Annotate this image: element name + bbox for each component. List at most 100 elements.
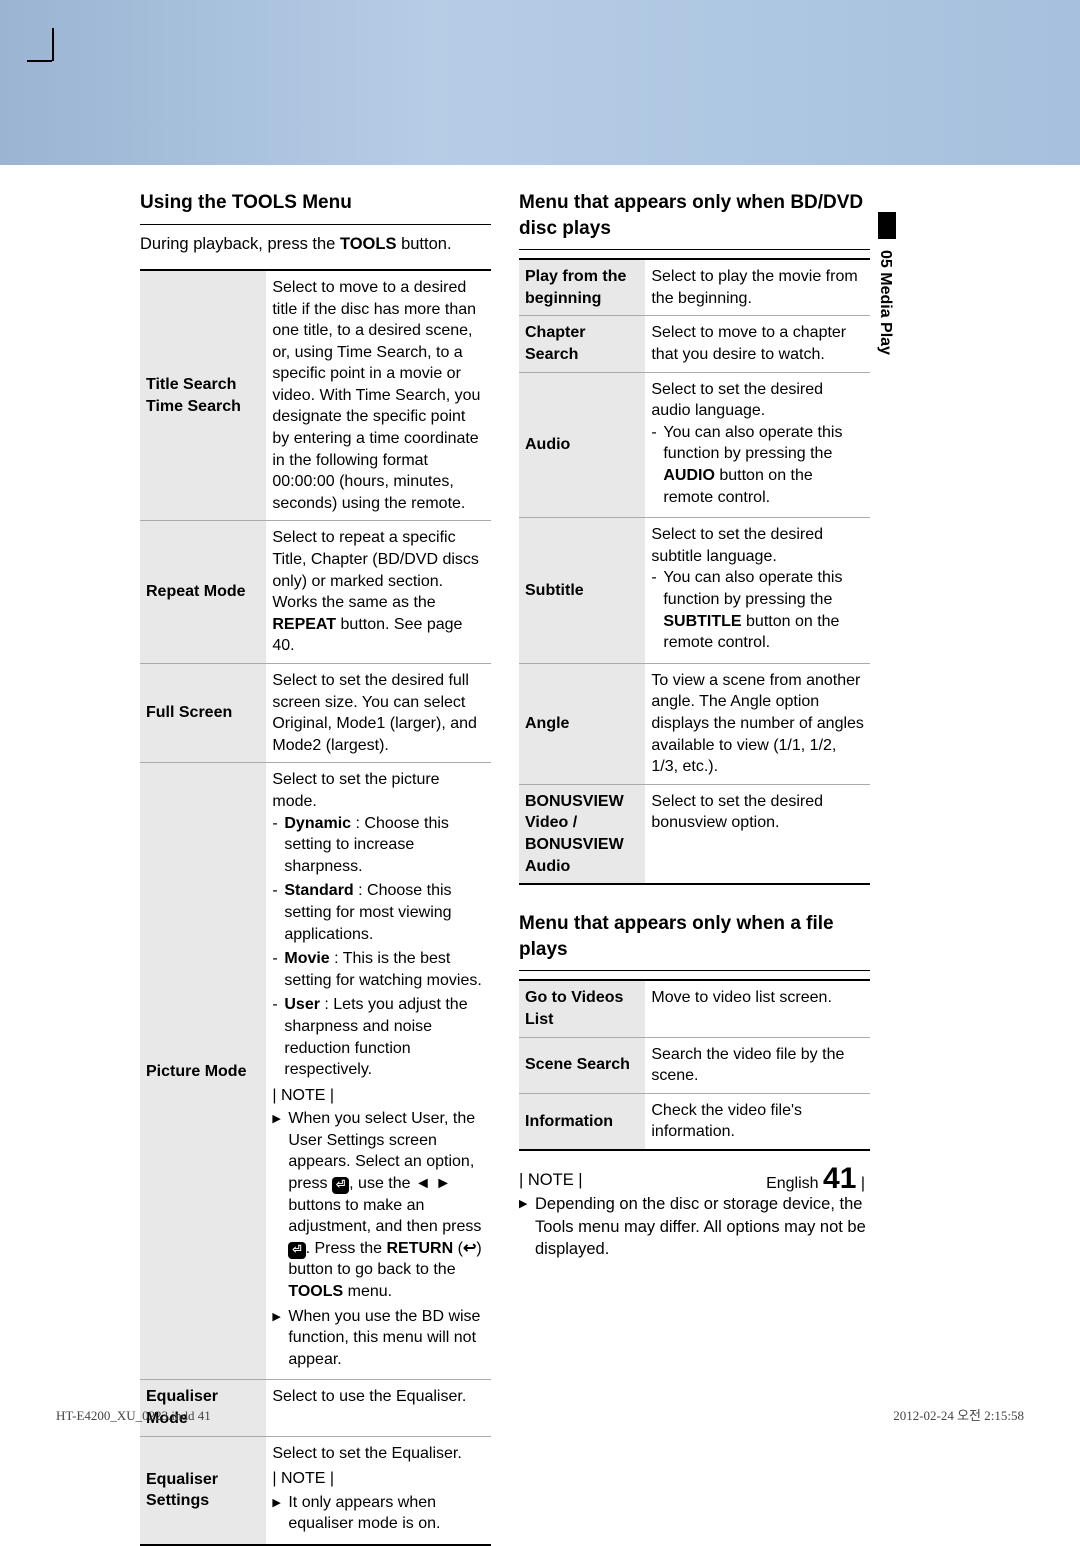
table-row: Go to Videos List Move to video list scr… [519, 980, 870, 1037]
desc-top: Select to set the desired subtitle langu… [651, 524, 864, 567]
footer-page-number: 41 [823, 1162, 856, 1195]
table-row: Full Screen Select to set the desired fu… [140, 664, 491, 763]
row-desc: Check the video file's information. [645, 1093, 870, 1150]
intro-bold: TOOLS [340, 235, 397, 253]
table-row: Chapter Search Select to move to a chapt… [519, 316, 870, 372]
row-desc: Select to move to a desired title if the… [266, 270, 491, 521]
b: Movie [284, 950, 329, 967]
enter-icon: ⏎ [288, 1242, 305, 1259]
table-row: Picture Mode Select to set the picture m… [140, 763, 491, 1380]
t: You can also operate this function by pr… [663, 569, 842, 608]
t: AUDIO [663, 467, 715, 484]
row-label: Full Screen [140, 664, 266, 763]
desc-top: Select to set the picture mode. [272, 769, 485, 812]
desc-top: Select to set the Equaliser. [272, 1443, 485, 1465]
row-desc: Select to move to a chapter that you des… [645, 316, 870, 372]
b: Dynamic [284, 815, 351, 832]
footer-bar: | [861, 1175, 865, 1192]
intro-suffix: button. [396, 235, 451, 253]
table-row: Title Search Time Search Select to move … [140, 270, 491, 521]
table-row: Play from the beginning Select to play t… [519, 259, 870, 316]
section-side-label: 05 Media Play [874, 250, 896, 355]
row-desc: Select to set the desired bonusview opti… [645, 784, 870, 884]
table-row: BONUSVIEW Video / BONUSVIEW Audio Select… [519, 784, 870, 884]
row-label: Angle [519, 663, 645, 784]
page-content: Using the TOOLS Menu During playback, pr… [140, 190, 870, 1546]
t: SUBTITLE [663, 613, 741, 630]
return-icon: ↩ [463, 1240, 476, 1257]
b: Standard [284, 882, 353, 899]
row-label: Information [519, 1093, 645, 1150]
side-black-tab [878, 212, 896, 239]
row-label: Scene Search [519, 1037, 645, 1093]
t: TOOLS [288, 1283, 343, 1300]
indd-timestamp: 2012-02-24 오전 2:15:58 [893, 1407, 1024, 1425]
table-row: Equaliser Settings Select to set the Equ… [140, 1436, 491, 1545]
note-bullet: When you select User, the User Settings … [272, 1108, 485, 1302]
list-item: You can also operate this function by pr… [651, 567, 864, 653]
table-row: Subtitle Select to set the desired subti… [519, 518, 870, 664]
desc-top: Select to set the desired audio language… [651, 379, 864, 422]
row-label: Equaliser Settings [140, 1436, 266, 1545]
picture-mode-list: Dynamic : Choose this setting to increas… [272, 813, 485, 1081]
table-row: Repeat Mode Select to repeat a specific … [140, 521, 491, 664]
row-desc: Select to set the desired subtitle langu… [645, 518, 870, 664]
left-heading: Using the TOOLS Menu [140, 190, 491, 225]
t: You can also operate this function by pr… [663, 424, 842, 463]
t: ( [453, 1240, 463, 1257]
row-desc: Move to video list screen. [645, 980, 870, 1037]
top-gradient-band [0, 0, 1080, 165]
crop-mark [27, 60, 52, 62]
row-desc: To view a scene from another angle. The … [645, 663, 870, 784]
note-bullet: It only appears when equaliser mode is o… [272, 1492, 485, 1535]
row-label: Chapter Search [519, 316, 645, 372]
row-desc: Select to play the movie from the beginn… [645, 259, 870, 316]
t: Select to repeat a specific Title, Chapt… [272, 529, 479, 611]
list-item: Dynamic : Choose this setting to increas… [272, 813, 485, 878]
left-column: Using the TOOLS Menu During playback, pr… [140, 190, 491, 1546]
note-bullet: When you use the BD wise function, this … [272, 1306, 485, 1371]
row-desc: Select to set the picture mode. Dynamic … [266, 763, 491, 1380]
table-row: Angle To view a scene from another angle… [519, 663, 870, 784]
row-desc: Select to set the desired full screen si… [266, 664, 491, 763]
right-column: Menu that appears only when BD/DVD disc … [519, 190, 870, 1546]
list-item: You can also operate this function by pr… [651, 422, 864, 508]
row-label: Audio [519, 372, 645, 518]
row-label: Play from the beginning [519, 259, 645, 316]
bd-dvd-table: Play from the beginning Select to play t… [519, 258, 870, 885]
page-footer: English 41 | [766, 1159, 865, 1200]
table-row: Audio Select to set the desired audio la… [519, 372, 870, 518]
list-item: User : Lets you adjust the sharpness and… [272, 994, 485, 1080]
enter-icon: ⏎ [332, 1177, 349, 1194]
row-label: Picture Mode [140, 763, 266, 1380]
table-row: Information Check the video file's infor… [519, 1093, 870, 1150]
t: . Press the [306, 1240, 387, 1257]
row-label: Go to Videos List [519, 980, 645, 1037]
intro-prefix: During playback, press the [140, 235, 340, 253]
list-item: Movie : This is the best setting for wat… [272, 948, 485, 991]
row-desc: Select to repeat a specific Title, Chapt… [266, 521, 491, 664]
note-bullet: Depending on the disc or storage device,… [519, 1193, 870, 1260]
table-row: Scene Search Search the video file by th… [519, 1037, 870, 1093]
row-label: Title Search Time Search [140, 270, 266, 521]
note-label: | NOTE | [272, 1085, 485, 1107]
footer-lang: English [766, 1175, 818, 1192]
t: menu. [343, 1283, 392, 1300]
right-heading-2: Menu that appears only when a file plays [519, 911, 870, 971]
row-desc: Select to use the Equaliser. [266, 1380, 491, 1436]
row-desc: Select to set the Equaliser. | NOTE | It… [266, 1436, 491, 1545]
b: User [284, 996, 320, 1013]
row-label: Repeat Mode [140, 521, 266, 664]
row-label: Subtitle [519, 518, 645, 664]
crop-mark [52, 28, 54, 61]
row-label: BONUSVIEW Video / BONUSVIEW Audio [519, 784, 645, 884]
indd-filename: HT-E4200_XU_0223.indd 41 [56, 1407, 211, 1425]
intro-text: During playback, press the TOOLS button. [140, 233, 491, 255]
right-heading-1: Menu that appears only when BD/DVD disc … [519, 190, 870, 250]
t: RETURN [387, 1240, 454, 1257]
file-play-table: Go to Videos List Move to video list scr… [519, 979, 870, 1151]
sublist: You can also operate this function by pr… [651, 422, 864, 508]
row-desc: Select to set the desired audio language… [645, 372, 870, 518]
sublist: You can also operate this function by pr… [651, 567, 864, 653]
list-item: Standard : Choose this setting for most … [272, 880, 485, 945]
